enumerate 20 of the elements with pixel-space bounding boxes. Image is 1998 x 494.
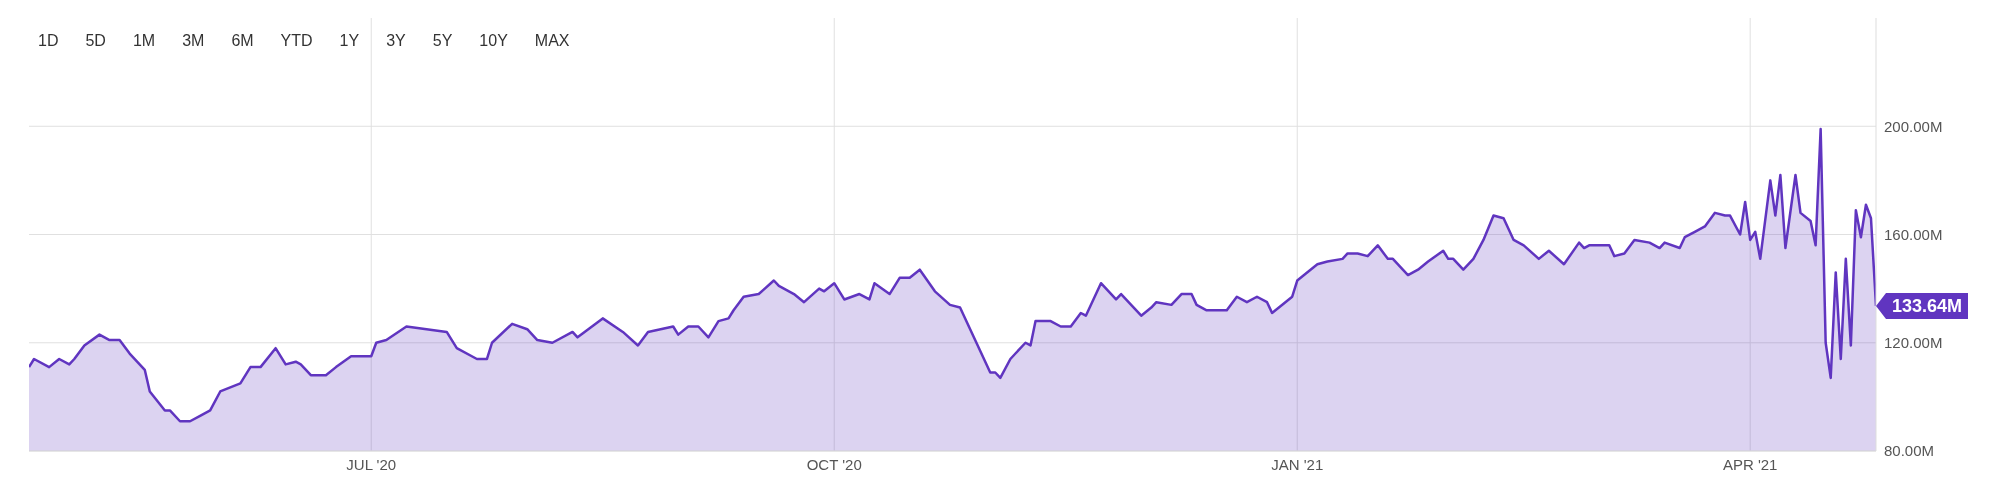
annotation: 133.64M [1886, 292, 1969, 319]
y-tick-label: 120.00M [1884, 334, 1943, 352]
x-tick-label: JAN '21 [1271, 455, 1324, 473]
annotation: 1D [37, 31, 60, 51]
annotation: 1M [131, 31, 157, 51]
y-tick-label: 80.00M [1884, 442, 1935, 460]
x-tick-label: JUL '20 [346, 455, 397, 473]
annotation: 10Y [478, 31, 509, 51]
annotation: 3M [181, 31, 206, 51]
x-tick-label: OCT '20 [806, 455, 862, 473]
annotation: 5D [84, 31, 107, 51]
annotation: MAX [533, 31, 571, 51]
annotation: 1Y [338, 31, 361, 51]
y-tick-label: 200.00M [1884, 117, 1943, 135]
annotation: 6M [230, 31, 255, 51]
y-tick-label: 160.00M [1884, 225, 1943, 243]
annotation: 5Y [431, 31, 454, 51]
annotation: YTD [279, 31, 314, 51]
annotation: 3Y [385, 31, 407, 51]
x-tick-label: APR '21 [1722, 455, 1778, 473]
